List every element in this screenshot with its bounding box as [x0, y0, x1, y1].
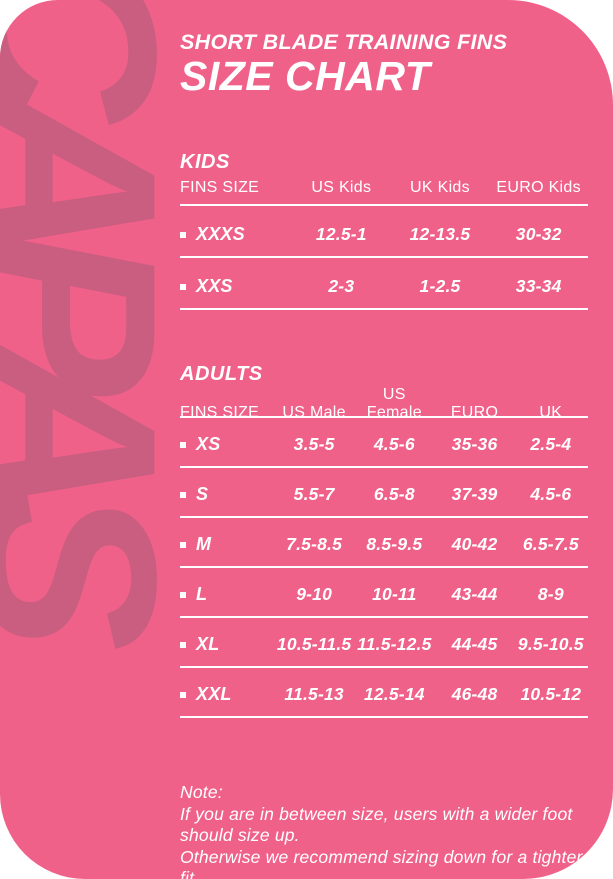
- size-value-cell: 6.5-7.5: [522, 534, 579, 554]
- size-value-cell: 5.5-7: [293, 484, 335, 504]
- table-row: XS 3.5-5 4.5-6 35-36 2.5-4: [180, 418, 588, 468]
- size-value-cell: 33-34: [515, 276, 562, 296]
- fin-size-label: M: [196, 534, 212, 554]
- size-value-cell: 10.5-12: [520, 684, 582, 704]
- bullet-square-icon: [180, 592, 186, 598]
- table-row: XXL 11.5-13 12.5-14 46-48 10.5-12: [180, 668, 588, 718]
- bullet-square-icon: [180, 692, 186, 698]
- size-value-cell: 4.5-6: [530, 484, 572, 504]
- content: SHORT BLADE TRAINING FINS SIZE CHART KID…: [180, 0, 588, 879]
- fin-size-cell: M: [180, 534, 275, 555]
- size-value-cell: 9-10: [296, 584, 333, 604]
- fin-size-cell: XS: [180, 434, 275, 455]
- fin-size-cell: S: [180, 484, 275, 505]
- size-value-cell: 11.5-12.5: [357, 634, 432, 654]
- size-value-cell: 2-3: [328, 276, 355, 296]
- fin-size-label: XXS: [196, 276, 233, 296]
- fin-size-label: XL: [196, 634, 220, 654]
- fin-size-cell: XXS: [180, 276, 292, 297]
- kids-column-header: UK Kids: [410, 179, 470, 196]
- fin-size-cell: XL: [180, 634, 275, 655]
- size-value-cell: 30-32: [515, 224, 562, 244]
- size-value-cell: 46-48: [451, 684, 498, 704]
- bullet-square-icon: [180, 442, 186, 448]
- note-line: should size up.: [180, 825, 300, 845]
- note-block: Note: If you are in between size, users …: [180, 782, 588, 879]
- size-value-cell: 37-39: [451, 484, 498, 504]
- size-value-cell: 35-36: [451, 434, 498, 454]
- page-title: SIZE CHART: [180, 53, 431, 99]
- kids-section-label: KIDS: [180, 151, 230, 173]
- size-value-cell: 1-2.5: [419, 276, 461, 296]
- size-value-cell: 40-42: [451, 534, 498, 554]
- table-row: L 9-10 10-11 43-44 8-9: [180, 568, 588, 618]
- adults-section-label: ADULTS: [180, 363, 263, 385]
- kids-column-header: FINS SIZE: [180, 179, 260, 196]
- size-value-cell: 3.5-5: [293, 434, 335, 454]
- bullet-square-icon: [180, 232, 186, 238]
- note-line: If you are in between size, users with a…: [180, 803, 573, 824]
- fin-size-label: L: [196, 584, 208, 604]
- size-value-cell: 4.5-6: [373, 434, 415, 454]
- bullet-square-icon: [180, 542, 186, 548]
- size-value-cell: 8.5-9.5: [366, 534, 423, 554]
- adults-column-header: UK: [539, 404, 563, 421]
- fin-size-label: XS: [196, 434, 221, 454]
- size-value-cell: 6.5-8: [373, 484, 415, 504]
- adults-column-header: EURO: [450, 404, 499, 421]
- size-value-cell: 12-13.5: [409, 224, 471, 244]
- kids-section: KIDS FINS SIZE US Kids UK Kids EURO Kids XX…: [180, 150, 588, 310]
- table-row: XL 10.5-11.5 11.5-12.5 44-45 9.5-10.5: [180, 618, 588, 668]
- size-value-cell: 11.5-13: [284, 684, 344, 704]
- size-value-cell: 43-44: [451, 584, 498, 604]
- capas-brand-watermark: CAPAS: [0, 0, 208, 614]
- size-value-cell: 44-45: [451, 634, 498, 654]
- table-row: XXS 2-3 1-2.5 33-34: [180, 258, 588, 310]
- adults-body: XS 3.5-5 4.5-6 35-36 2.5-4 S 5.5-7 6.5-8 37-39 4.…: [180, 418, 588, 718]
- fin-size-cell: XXL: [180, 684, 275, 705]
- adults-column-header: US Male: [282, 404, 346, 421]
- size-value-cell: 10-11: [372, 584, 417, 604]
- adults-header-row: FINS SIZE US Male US Female EURO UK: [180, 386, 588, 421]
- kids-column-header: US Kids: [311, 179, 372, 196]
- product-subtitle: SHORT BLADE TRAINING FINS: [180, 30, 508, 54]
- table-row: M 7.5-8.5 8.5-9.5 40-42 6.5-7.5: [180, 518, 588, 568]
- size-value-cell: 12.5-1: [315, 224, 367, 244]
- fin-size-label: S: [196, 484, 209, 504]
- size-value-cell: 7.5-8.5: [286, 534, 343, 554]
- size-value-cell: 8-9: [537, 584, 564, 604]
- note-line: Otherwise we recommend sizing down for a…: [180, 846, 583, 879]
- size-value-cell: 12.5-14: [363, 684, 425, 704]
- note-label: Note:: [180, 782, 223, 802]
- adults-column-header: US Female: [366, 386, 422, 421]
- fin-size-label: XXL: [196, 684, 232, 704]
- size-value-cell: 9.5-10.5: [517, 634, 584, 654]
- bullet-square-icon: [180, 284, 186, 290]
- fin-size-cell: XXXS: [180, 224, 292, 245]
- table-row: S 5.5-7 6.5-8 37-39 4.5-6: [180, 468, 588, 518]
- adults-section: ADULTS FINS SIZE US Male US Female EURO UK X…: [180, 362, 588, 718]
- fin-size-label: XXXS: [196, 224, 245, 244]
- adults-column-header: FINS SIZE: [180, 404, 260, 421]
- size-value-cell: 2.5-4: [530, 434, 572, 454]
- bullet-square-icon: [180, 642, 186, 648]
- table-row: XXXS 12.5-1 12-13.5 30-32: [180, 206, 588, 258]
- kids-header-row: FINS SIZE US Kids UK Kids EURO Kids: [180, 174, 588, 206]
- size-value-cell: 10.5-11.5: [276, 634, 352, 654]
- kids-body: XXXS 12.5-1 12-13.5 30-32 XXS 2-3 1-2.5 33-34: [180, 206, 588, 310]
- kids-column-header: EURO Kids: [496, 179, 581, 196]
- bullet-square-icon: [180, 492, 186, 498]
- fin-size-cell: L: [180, 584, 275, 605]
